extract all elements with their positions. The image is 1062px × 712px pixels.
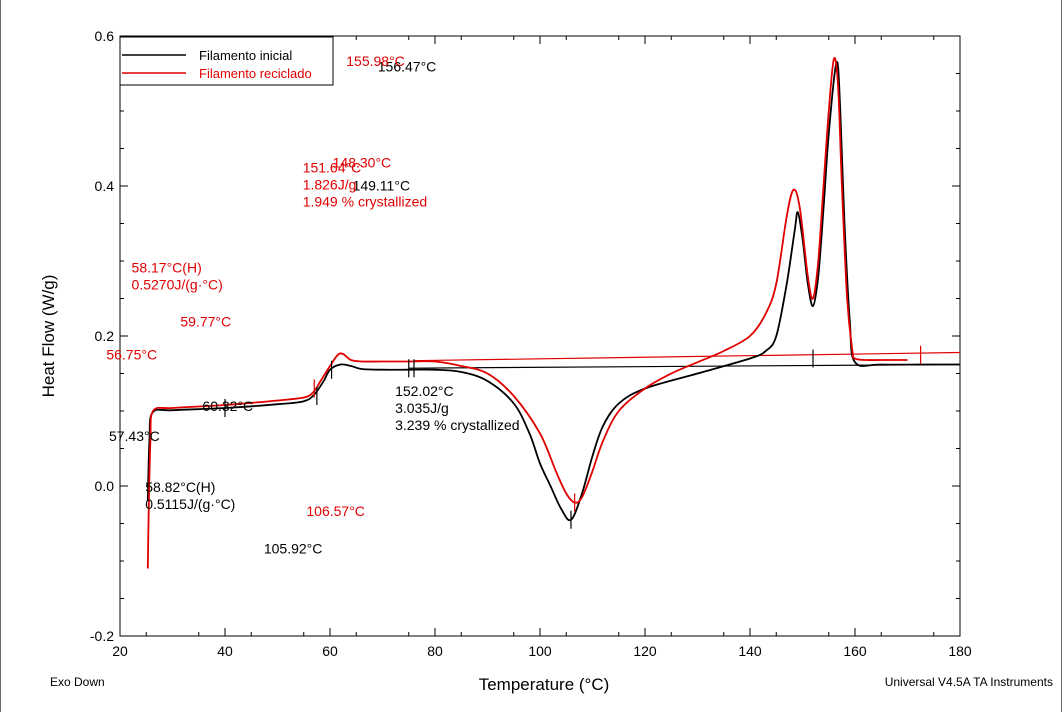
x-tick-label: 60 — [322, 643, 338, 659]
x-tick-label: 160 — [843, 643, 867, 659]
annotation-0: 57.43°C — [109, 428, 160, 444]
x-axis-label: Temperature (°C) — [479, 675, 610, 694]
footer-instrument: Universal V4.5A TA Instruments — [885, 675, 1053, 689]
annotation-line: 60.32°C — [202, 398, 253, 414]
annotation-11: 151.64°C 1.826J/g 1.949 % crystallized — [303, 160, 428, 210]
y-tick-label: 0.0 — [95, 478, 115, 494]
annotation-13: 155.98°C — [346, 53, 405, 69]
annotation-line: 58.17°C(H) — [132, 259, 202, 275]
y-tick-label: -0.2 — [90, 628, 114, 644]
annotation-5: 149.11°C — [353, 178, 411, 194]
annotation-line: 3.239 % crystallized — [395, 417, 520, 433]
markers — [224, 345, 922, 529]
series-line-0 — [146, 61, 960, 522]
x-tick-label: 100 — [528, 643, 552, 659]
baseline-1 — [413, 351, 961, 362]
annotation-line: 3.035J/g — [395, 400, 449, 416]
legend: Filamento inicial Filamento reciclado — [119, 36, 334, 86]
annotation-6: 156.47°C — [378, 58, 437, 74]
annotation-4: 152.02°C 3.035J/g 3.239 % crystallized — [395, 383, 520, 433]
y-tick-label: 0.4 — [95, 178, 115, 194]
annotation-line: 148.30°C — [333, 154, 392, 170]
y-tick-label: 0.2 — [95, 328, 115, 344]
plot-frame — [119, 35, 961, 637]
annotation-line: 151.64°C — [303, 160, 362, 176]
annotation-2: 60.32°C — [202, 398, 253, 414]
series-line-1 — [146, 56, 908, 569]
annotation-line: 1.826J/g — [303, 177, 357, 193]
annotation-line: 155.98°C — [346, 53, 405, 69]
annotation-10: 106.57°C — [306, 503, 365, 519]
y-tick-label: 0.6 — [95, 28, 115, 44]
annotation-line: 0.5115J/(g·°C) — [145, 496, 235, 512]
y-axis-label: Heat Flow (W/g) — [39, 275, 58, 398]
series-lines — [146, 56, 960, 569]
legend-label-series-0: Filamento inicial — [199, 48, 292, 63]
axis-ticks: 20 40 60 80 100 120 140 160 180 -0.2 0.0 0.2 0.4 0.6 — [90, 28, 972, 659]
annotation-line: 152.02°C — [395, 383, 454, 399]
annotation-line: 149.11°C — [353, 178, 411, 194]
annotation-8: 58.17°C(H) 0.5270J/(g·°C) — [132, 259, 223, 292]
annotation-12: 148.30°C — [333, 154, 392, 170]
legend-box — [119, 36, 334, 86]
annotation-line: 106.57°C — [306, 503, 365, 519]
annotation-3: 105.92°C — [264, 541, 323, 557]
x-tick-label: 180 — [948, 643, 972, 659]
annotation-line: 58.82°C(H) — [145, 479, 215, 495]
x-tick-label: 120 — [633, 643, 657, 659]
annotation-line: 0.5270J/(g·°C) — [132, 276, 223, 292]
annotation-line: 1.949 % crystallized — [303, 194, 428, 210]
annotation-9: 59.77°C — [180, 313, 231, 329]
annotation-7: 56.75°C — [106, 346, 157, 362]
annotation-line: 57.43°C — [109, 428, 160, 444]
annotation-line: 156.47°C — [378, 58, 437, 74]
annotation-1: 58.82°C(H) 0.5115J/(g·°C) — [145, 479, 235, 512]
x-tick-label: 80 — [427, 643, 443, 659]
annotation-line: 105.92°C — [264, 541, 323, 557]
annotations: 57.43°C 58.82°C(H) 0.5115J/(g·°C) 60.32°C 10… — [106, 53, 519, 557]
legend-label-series-1: Filamento reciclado — [199, 66, 312, 81]
annotation-line: 56.75°C — [106, 346, 157, 362]
x-tick-label: 20 — [112, 643, 128, 659]
x-tick-label: 40 — [217, 643, 233, 659]
footer-exo-down: Exo Down — [50, 675, 105, 689]
x-tick-label: 140 — [738, 643, 762, 659]
annotation-line: 59.77°C — [180, 313, 231, 329]
